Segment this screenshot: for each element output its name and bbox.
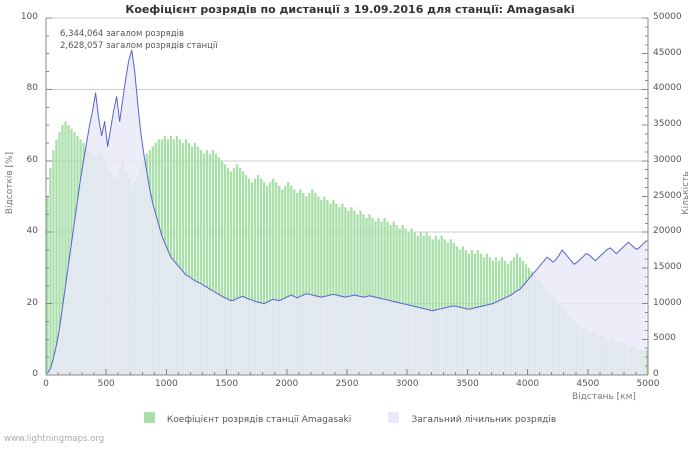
annotation-station-strokes: 2,628,057 загалом розрядів станції [60, 41, 218, 51]
x-tick-2500: 2500 [335, 379, 359, 389]
legend-item-station: Коефіцієнт розрядів станції Amagasaki [143, 407, 352, 426]
x-tick-5000: 5000 [636, 379, 660, 389]
y-tick-right-40000: 40000 [653, 83, 682, 94]
y-tick-right-50000: 50000 [653, 12, 682, 22]
x-tick-4000: 4000 [516, 379, 540, 389]
legend-swatch-total [388, 412, 400, 423]
y-tick-left-80: 80 [26, 83, 38, 94]
x-tick-0: 0 [43, 379, 49, 389]
legend-swatch-station [143, 412, 155, 423]
y-tick-left-100: 100 [20, 12, 38, 22]
legend-item-total: Загальний лічильник розрядів [388, 407, 556, 426]
y-tick-right-5000: 5000 [653, 333, 676, 344]
x-tick-2000: 2000 [275, 379, 299, 389]
footer-watermark: www.lightningmaps.org [4, 434, 105, 444]
y-tick-right-10000: 10000 [653, 297, 682, 308]
legend-label-total: Загальний лічильник розрядів [411, 415, 557, 425]
y-tick-right-45000: 45000 [653, 47, 682, 58]
y-tick-right-30000: 30000 [653, 154, 682, 165]
x-tick-500: 500 [97, 379, 115, 389]
y-tick-left-0: 0 [32, 369, 38, 379]
y-tick-left-60: 60 [26, 154, 38, 165]
y-tick-right-0: 0 [653, 369, 659, 379]
x-tick-1500: 1500 [215, 379, 239, 389]
y-tick-right-25000: 25000 [653, 190, 682, 201]
x-tick-1000: 1000 [154, 379, 178, 389]
y-tick-right-15000: 15000 [653, 261, 682, 272]
y-tick-right-20000: 20000 [653, 226, 682, 237]
legend-label-station: Коефіцієнт розрядів станції Amagasaki [166, 415, 352, 425]
x-tick-3500: 3500 [455, 379, 479, 389]
x-tick-4500: 4500 [576, 379, 600, 389]
chart-legend: Коефіцієнт розрядів станції Amagasaki За… [0, 406, 700, 426]
y-tick-left-20: 20 [26, 297, 38, 308]
chart-title: Коефіцієнт розрядів по дистанції з 19.09… [125, 3, 575, 16]
y-tick-left-40: 40 [26, 226, 38, 237]
x-tick-3000: 3000 [395, 379, 419, 389]
x-axis-title: Відстань [км] [572, 392, 636, 402]
y-tick-right-35000: 35000 [653, 119, 682, 130]
annotation-total-strokes: 6,344,064 загалом розрядів [60, 29, 184, 39]
